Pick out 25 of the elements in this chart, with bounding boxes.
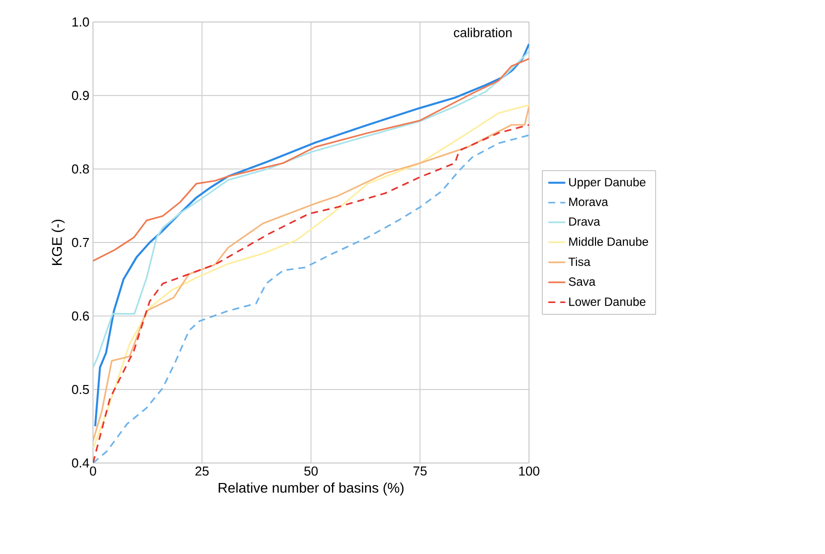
legend-label: Drava — [569, 217, 600, 226]
line-series — [93, 50, 530, 368]
x-axis-title: Relative number of basins (%) — [218, 482, 404, 496]
legend-label: Middle Danube — [569, 237, 648, 246]
x-tick-label: 75 — [413, 466, 427, 476]
x-tick-label: 100 — [519, 466, 540, 476]
annotation: calibration — [454, 28, 512, 38]
y-tick-label: 0.6 — [72, 311, 89, 321]
x-tick-label: 25 — [195, 466, 209, 476]
y-tick-label: 1.0 — [72, 17, 89, 27]
x-tick-label: 50 — [304, 466, 318, 476]
y-tick-label: 0.4 — [72, 458, 90, 468]
legend-label: Morava — [569, 198, 608, 206]
line-series — [94, 43, 530, 428]
legend-label: Lower Danube — [569, 297, 646, 306]
y-tick-label: 0.9 — [72, 90, 89, 100]
x-tick-label: 0 — [90, 466, 96, 476]
line-series — [93, 58, 530, 262]
legend-label: Tisa — [568, 257, 590, 266]
y-tick-label: 0.5 — [72, 384, 89, 394]
legend-label: Upper Danube — [569, 178, 646, 189]
legend-label: Sava — [568, 277, 596, 286]
y-tick-label: 0.8 — [72, 164, 89, 174]
y-axis-title: KGE (-) — [52, 220, 65, 265]
y-tick-label: 0.7 — [72, 238, 89, 248]
